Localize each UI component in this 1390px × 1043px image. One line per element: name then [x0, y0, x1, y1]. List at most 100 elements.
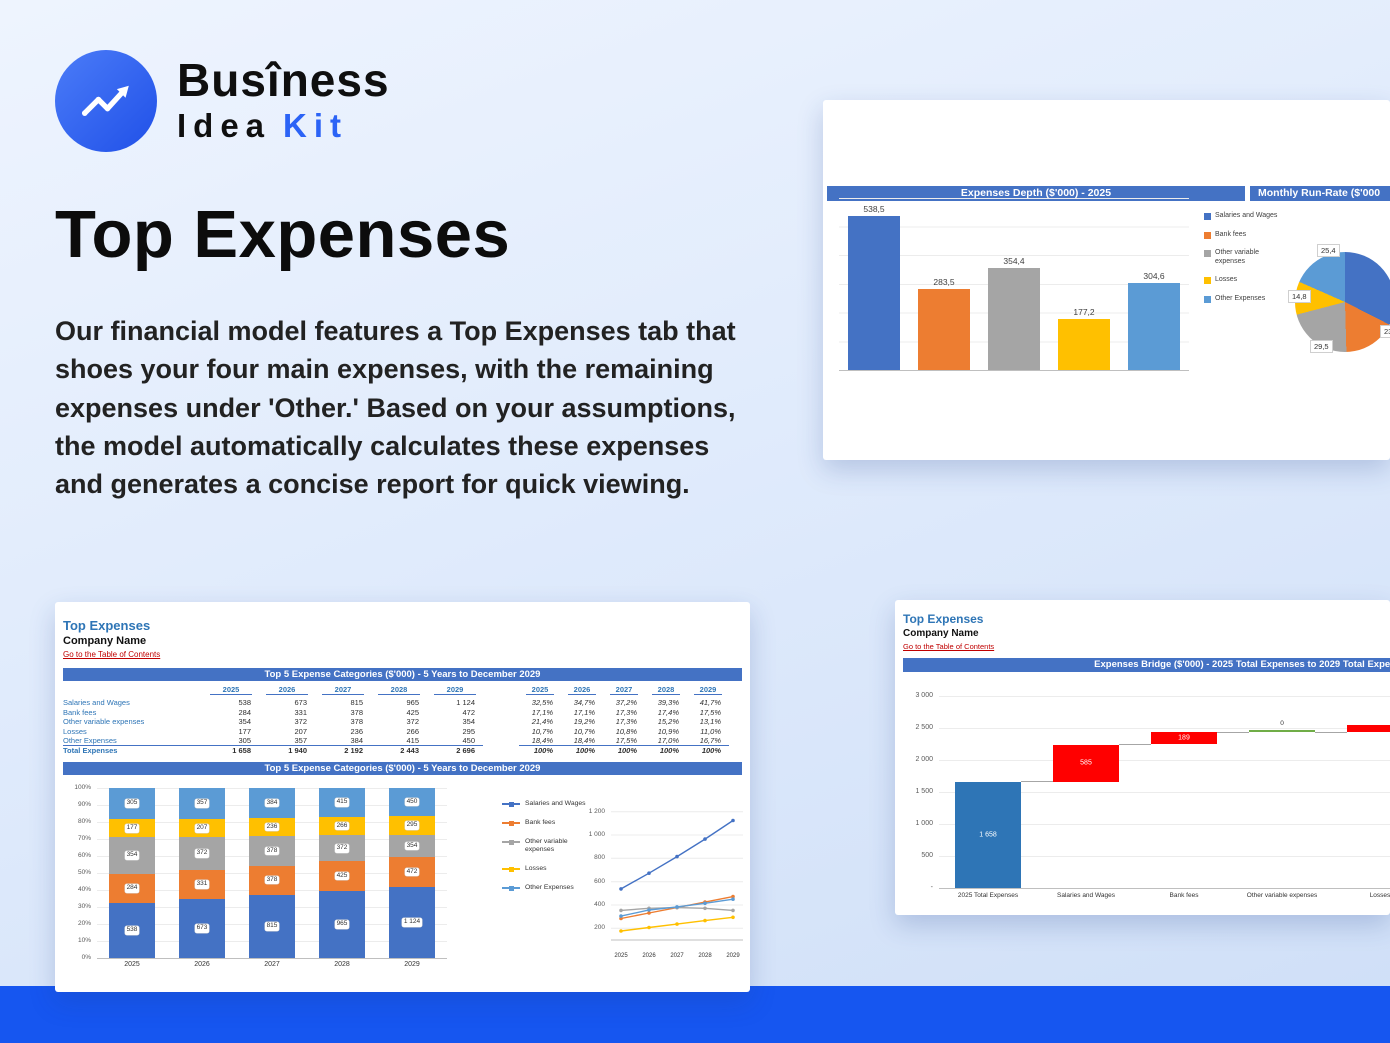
y-axis-label: 3 000 — [915, 692, 933, 699]
stacked-bar: 965 425 372 266 415 — [319, 787, 365, 958]
legend-swatch-icon — [1204, 277, 1211, 284]
value-cell: 2 696 — [427, 745, 483, 755]
waterfall-x-axis: 2025 Total Expenses Salaries and Wages Ban… — [939, 892, 1390, 906]
segment-label: 331 — [194, 880, 210, 889]
y-axis-label: 2 000 — [915, 756, 933, 763]
y-axis-label: 400 — [594, 901, 605, 908]
year-header-cell: 2029 — [694, 685, 722, 696]
sheet-title: Top Expenses — [903, 612, 984, 626]
x-axis-label: 2025 Total Expenses — [957, 892, 1019, 899]
value-cell: 284 — [238, 707, 251, 717]
pct-cell: 17,4% — [657, 707, 679, 717]
bar-segment: 236 — [249, 817, 295, 837]
bar-column: 538,5 — [848, 204, 900, 370]
legend-swatch-icon — [1204, 231, 1211, 239]
bar-value-label: 538,5 — [863, 203, 885, 214]
waterfall-bar: 585 — [1053, 744, 1119, 782]
pct-cell: 39,3% — [657, 698, 679, 708]
chart-title-bar: Expenses Bridge ($'000) - 2025 Total Exp… — [903, 658, 1390, 672]
expense-table: 2025 2026 2027 2028 2029 2025 2026 2027 2028 2029… — [63, 685, 742, 756]
value-cell: 378 — [350, 717, 363, 727]
legend-label: Other variable expenses — [1215, 249, 1259, 265]
company-name: Company Name — [63, 635, 147, 647]
spacer — [483, 727, 519, 736]
logo-subtitle: Idea Kit — [177, 107, 390, 145]
legend-marker-dot — [509, 839, 514, 845]
legend-item: Losses — [502, 865, 590, 873]
table-row: Bank fees 284 331 378 425 472 17,1% 17,1% 17,3% 1… — [63, 708, 742, 717]
line-x-axis: 2025 2026 2027 2028 2029 — [611, 953, 743, 963]
logo-wordmark: Busîness Idea Kit — [177, 57, 390, 145]
segment-label: 415 — [334, 798, 350, 807]
legend-line-icon — [502, 866, 520, 872]
stacked-bar: 538 284 354 177 305 — [109, 788, 155, 958]
growth-arrow-icon — [81, 85, 129, 116]
pie-label: 25,4 — [1317, 244, 1340, 257]
logo-subtitle-kit: Kit — [283, 106, 349, 144]
bar-segment: 538 — [109, 902, 155, 958]
logo-title: Busîness — [177, 57, 390, 104]
chart-title-expenses-depth: Expenses Depth ($'000) - 2025 — [827, 186, 1245, 201]
y-axis-label: 40% — [77, 886, 91, 893]
segment-label: 284 — [124, 884, 140, 893]
table-title-bar: Top 5 Expense Categories ($'000) - 5 Yea… — [63, 668, 742, 681]
legend-marker-dot — [509, 885, 514, 891]
series-legend: Salaries and Wages Bank fees Other variabl… — [502, 800, 590, 903]
bar-value-label: 189 — [1178, 734, 1190, 742]
legend-line-icon — [502, 801, 520, 807]
pct-cell: 17,1% — [531, 707, 553, 717]
row-label: Losses — [63, 726, 87, 736]
stacked-bar: 1 124 472 354 295 450 — [389, 788, 435, 958]
logo-circle — [55, 50, 157, 152]
pct-cell: 10,7% — [573, 726, 595, 736]
year-header-cell: 2028 — [378, 685, 420, 696]
x-axis-label: 2027 — [670, 953, 684, 959]
x-axis-label: Losses — [1369, 892, 1390, 899]
screenshot-expenses-bridge: Top Expenses Company Name Go to the Tabl… — [895, 600, 1390, 915]
bar-column: 177,2 — [1058, 307, 1110, 370]
segment-label: 236 — [264, 822, 280, 832]
pct-cell: 13,1% — [699, 717, 721, 727]
logo-subtitle-idea: Idea — [177, 106, 272, 144]
value-cell: 425 — [406, 707, 419, 717]
x-axis-label: Bank fees — [1169, 892, 1199, 899]
screenshot-expenses-depth: Expenses Depth ($'000) - 2025 Monthly Ru… — [823, 100, 1390, 460]
y-axis-label: 100% — [74, 784, 91, 791]
connector-line — [1217, 731, 1249, 733]
segment-label: 378 — [264, 875, 280, 885]
y-axis-label: 200 — [594, 924, 605, 932]
row-label: Other Expenses — [63, 736, 117, 746]
pct-cell: 100% — [603, 745, 645, 755]
x-axis-label: 2028 — [698, 953, 712, 959]
stacked-bar: 815 378 378 236 384 — [249, 788, 295, 958]
segment-label: 354 — [404, 841, 420, 851]
legend-item: Salaries and Wages — [502, 800, 590, 808]
segment-label: 295 — [404, 821, 420, 830]
table-of-contents-link[interactable]: Go to the Table of Contents — [903, 642, 995, 651]
legend-marker-dot — [509, 820, 514, 826]
legend-item: Other Expenses — [1204, 295, 1282, 304]
bar — [848, 215, 900, 370]
logo[interactable]: Busîness Idea Kit — [55, 50, 390, 152]
pie-label: 29,5 — [1310, 340, 1333, 353]
connector-line — [1021, 781, 1053, 783]
bar-segment: 1 124 — [389, 887, 435, 958]
value-cell: 965 — [406, 698, 419, 708]
bar-segment: 673 — [179, 899, 225, 958]
table-of-contents-link[interactable]: Go to the Table of Contents — [63, 650, 161, 659]
value-cell: 450 — [462, 736, 475, 746]
bar-segment: 284 — [109, 873, 155, 903]
legend-item: Losses — [1204, 276, 1282, 285]
table-row: Other Expenses 305 357 384 415 450 18,4% 18,4% 1… — [63, 736, 742, 745]
legend-label: Other Expenses — [1215, 294, 1266, 302]
pct-cell: 10,8% — [615, 726, 637, 736]
value-cell: 673 — [294, 698, 307, 708]
stacked-bar: 673 331 372 207 357 — [179, 788, 225, 958]
segment-label: 354 — [124, 851, 140, 860]
table-row: Other variable expenses 354 372 378 372 354 21… — [63, 717, 742, 726]
connector-line — [1315, 731, 1347, 733]
x-axis-label: 2025 — [124, 961, 140, 968]
value-cell: 331 — [294, 707, 307, 717]
year-header-cell: 2028 — [652, 685, 680, 696]
